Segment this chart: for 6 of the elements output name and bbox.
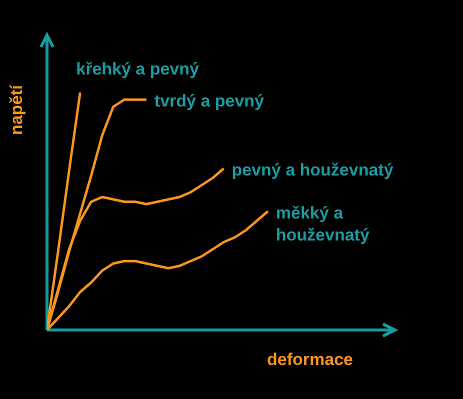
x-axis-title: deformace (267, 350, 353, 369)
y-axis-title: napětí (7, 84, 26, 136)
series-label: pevný a houževnatý (232, 160, 394, 180)
series-label: tvrdý a pevný (154, 92, 265, 111)
series-label: křehký a pevný (76, 60, 200, 78)
series-label: měkký a houževnatý (276, 203, 370, 244)
